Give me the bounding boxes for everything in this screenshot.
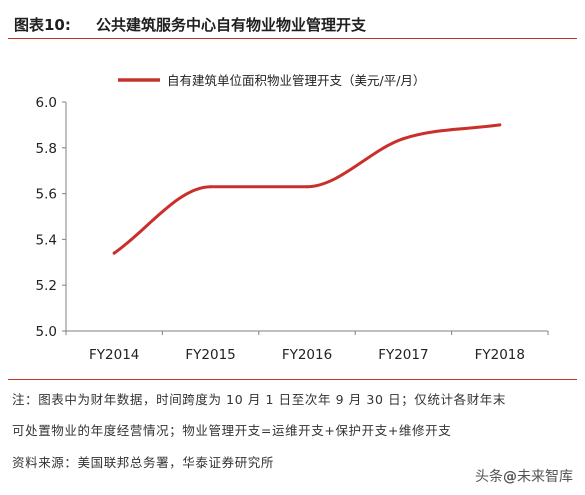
watermark-at: @: [503, 469, 517, 485]
watermark-handle: 未来智库: [517, 469, 573, 485]
watermark: 头条@未来智库: [475, 466, 573, 486]
footer-rule: [8, 379, 577, 380]
x-tick-label: FY2016: [282, 347, 332, 363]
data-point: [498, 123, 502, 127]
figure-header: 图表10: 公共建筑服务中心自有物业物业管理开支: [8, 8, 577, 36]
x-tick-label: FY2018: [475, 347, 525, 363]
figure-title: 公共建筑服务中心自有物业物业管理开支: [96, 16, 367, 34]
y-tick-label: 5.2: [36, 278, 57, 294]
y-tick-label: 5.0: [36, 324, 57, 340]
y-tick-label: 5.6: [36, 187, 57, 203]
note-line-1: 注：图表中为财年数据，时间跨度为 10 月 1 日至次年 9 月 30 日；仅统…: [12, 392, 507, 407]
header-rule: [8, 38, 577, 39]
data-point: [401, 137, 405, 141]
series-group: [112, 123, 502, 255]
figure-label: 图表10:: [14, 16, 71, 34]
x-tick-label: FY2017: [378, 347, 428, 363]
x-tick-label: FY2015: [185, 347, 235, 363]
note-line-2: 可处置物业的年度经营情况；物业管理开支=运维开支+保护开支+维修开支: [12, 423, 452, 438]
y-tick-label: 6.0: [36, 95, 57, 111]
y-tick-label: 5.4: [36, 232, 57, 248]
y-tick-label: 5.8: [36, 141, 57, 157]
series-line: [112, 123, 502, 255]
source-note: 资料来源：美国联邦总务署，华泰证券研究所: [12, 455, 275, 470]
chart-legend: 自有建筑单位面积物业管理开支（美元/平/月）: [118, 73, 425, 88]
y-axis-ticks: 5.0 5.2 5.4 5.6 5.8 6.0: [36, 95, 66, 340]
line-chart: 自有建筑单位面积物业管理开支（美元/平/月） 5.0 5.2 5.4 5.6 5.8 6.…: [36, 73, 549, 363]
data-point: [305, 185, 309, 189]
x-axis-ticks: FY2014 FY2015 FY2016 FY2017 FY2018: [65, 331, 549, 363]
watermark-prefix: 头条: [475, 469, 503, 485]
data-point: [209, 185, 213, 189]
x-tick-label: FY2014: [89, 347, 139, 363]
data-point: [112, 251, 116, 255]
legend-label: 自有建筑单位面积物业管理开支（美元/平/月）: [167, 73, 425, 88]
